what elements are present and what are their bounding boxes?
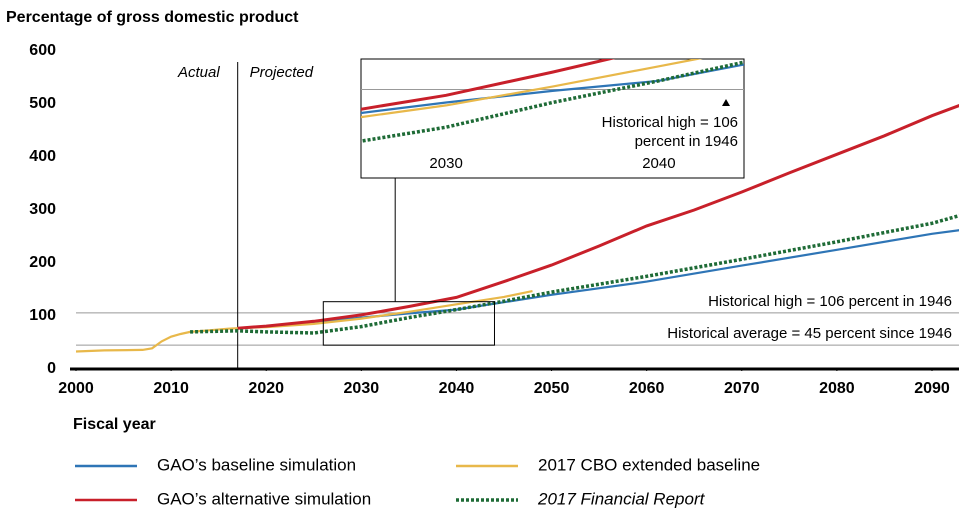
projected-label: Projected <box>250 64 314 81</box>
y-tick-label: 500 <box>29 95 56 112</box>
x-tick-label: 2000 <box>58 380 94 397</box>
inset-tick-label: 2040 <box>642 155 675 172</box>
chart-title: Percentage of gross domestic product <box>6 9 299 26</box>
inset-frame <box>360 58 745 179</box>
x-axis-label: Fiscal year <box>73 416 156 433</box>
y-tick-label: 200 <box>29 254 56 271</box>
legend-label: 2017 Financial Report <box>537 489 706 508</box>
x-tick-label: 2070 <box>724 380 760 397</box>
y-tick-label: 600 <box>29 42 56 59</box>
x-tick-label: 2030 <box>344 380 380 397</box>
zoom-box <box>322 301 495 346</box>
legend-label: GAO’s baseline simulation <box>157 455 356 474</box>
x-tick-label: 2050 <box>534 380 570 397</box>
inset-series-line <box>361 59 616 111</box>
inset-lines <box>361 59 744 143</box>
actual-label: Actual <box>177 64 220 81</box>
reference-label: Historical high = 106 percent in 1946 <box>708 293 952 310</box>
x-tick-label: 2040 <box>439 380 475 397</box>
legend-label: GAO’s alternative simulation <box>157 489 371 508</box>
y-tick-label: 300 <box>29 201 56 218</box>
inset-annotation: Historical high = 106 <box>602 114 738 131</box>
y-tick-label: 400 <box>29 148 56 165</box>
x-tick-label: 2080 <box>819 380 855 397</box>
reference-label: Historical average = 45 percent since 19… <box>667 325 952 342</box>
inset-tick-label: 2030 <box>429 155 462 172</box>
series-line <box>237 104 959 330</box>
y-tick-label: 100 <box>29 307 56 324</box>
x-tick-label: 2090 <box>914 380 950 397</box>
x-tick-label: 2020 <box>248 380 284 397</box>
plot-lines <box>75 104 959 353</box>
y-tick-label: 0 <box>47 360 56 377</box>
inset-annotation: percent in 1946 <box>635 133 738 150</box>
inset-marker <box>722 99 730 106</box>
series-line <box>75 290 533 353</box>
inset-series-line <box>361 59 703 119</box>
x-tick-label: 2010 <box>153 380 189 397</box>
inset-series-line <box>361 60 744 143</box>
series-line <box>190 213 959 335</box>
x-tick-label: 2060 <box>629 380 665 397</box>
legend-label: 2017 CBO extended baseline <box>538 455 760 474</box>
